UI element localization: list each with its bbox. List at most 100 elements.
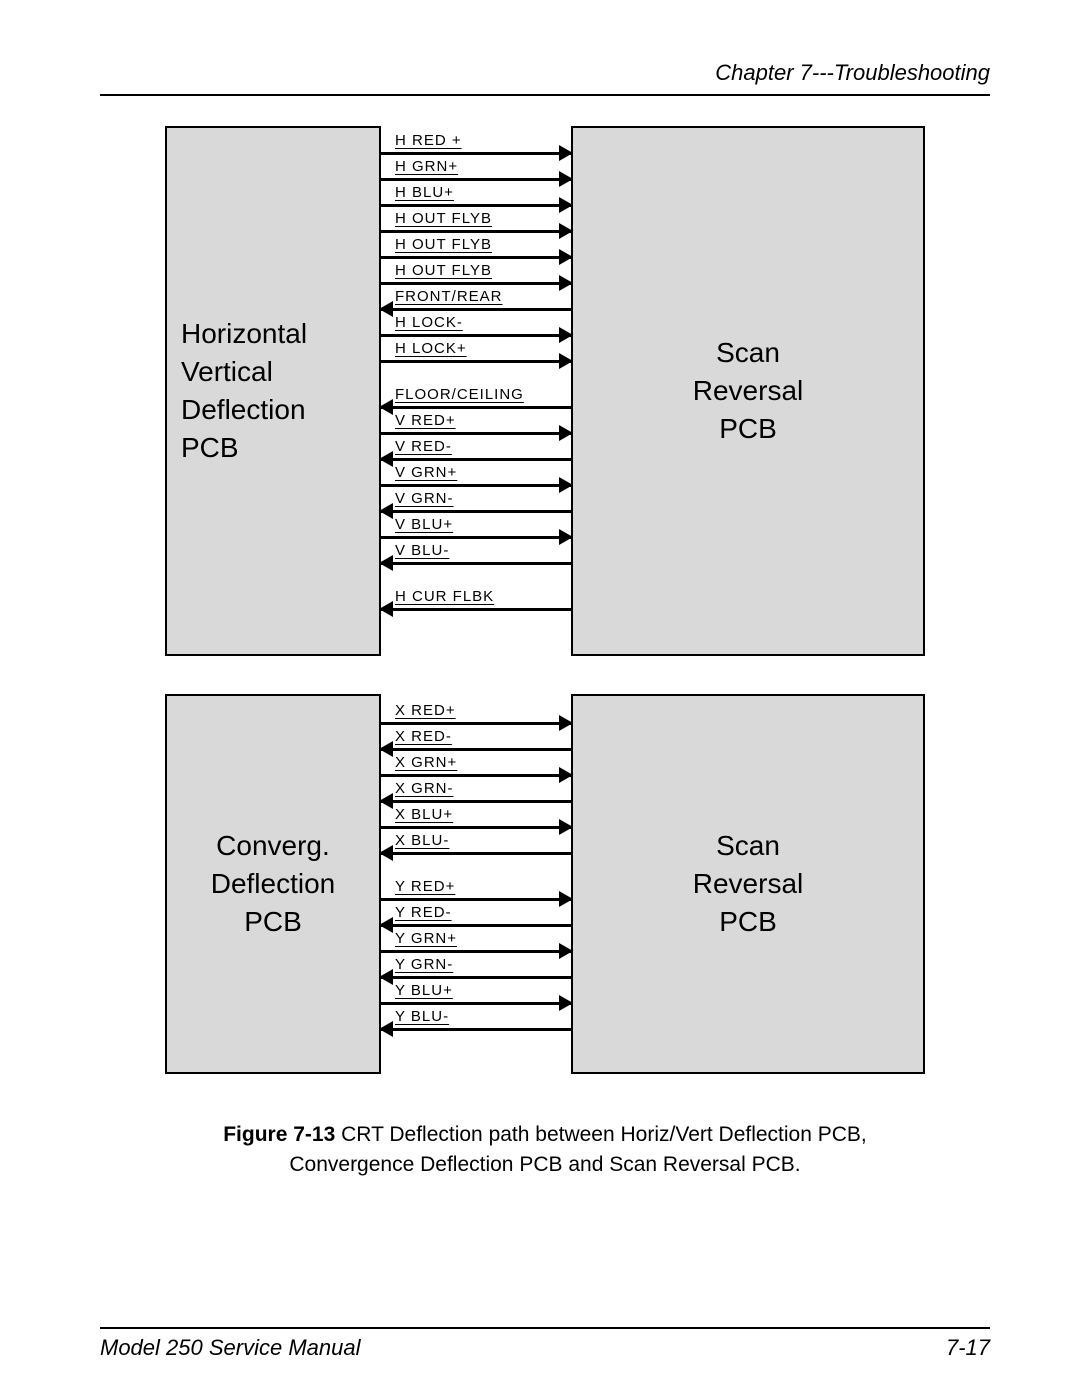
signal-label: V RED+ <box>395 412 456 429</box>
signal-label: H OUT FLYB <box>395 236 492 253</box>
signal-label: V RED- <box>395 438 452 455</box>
footer-manual-name: Model 250 Service Manual <box>100 1335 360 1361</box>
signal-label: Y BLU- <box>395 1008 449 1025</box>
signal-line <box>381 924 571 927</box>
signal-line <box>381 458 571 461</box>
figure-caption-line2: Convergence Deflection PCB and Scan Reve… <box>289 1153 800 1176</box>
arrow-right-icon <box>559 327 573 343</box>
signal-label: Y GRN- <box>395 956 453 973</box>
signal-label: X BLU+ <box>395 806 453 823</box>
hv-deflection-pcb: HorizontalVerticalDeflectionPCB <box>165 126 381 656</box>
signal-line <box>381 800 571 803</box>
signal-label: V BLU+ <box>395 516 453 533</box>
footer-page-number: 7-17 <box>946 1335 990 1361</box>
signal-label: H OUT FLYB <box>395 262 492 279</box>
signal-label: Y RED- <box>395 904 452 921</box>
arrow-right-icon <box>559 529 573 545</box>
arrow-left-icon <box>379 555 393 571</box>
arrow-left-icon <box>379 451 393 467</box>
footer-rule <box>100 1327 990 1329</box>
arrow-left-icon <box>379 601 393 617</box>
signal-line <box>381 406 571 409</box>
document-page: Chapter 7---Troubleshooting HorizontalVe… <box>0 0 1080 1397</box>
signal-line <box>381 950 571 953</box>
figure-caption-line1: CRT Deflection path between Horiz/Vert D… <box>335 1123 866 1146</box>
signal-line <box>381 562 571 565</box>
signal-line <box>381 976 571 979</box>
signal-label: FRONT/REAR <box>395 288 503 305</box>
arrow-right-icon <box>559 891 573 907</box>
signal-line <box>381 484 571 487</box>
signal-label: X RED- <box>395 728 452 745</box>
signal-label: X GRN- <box>395 780 454 797</box>
arrow-left-icon <box>379 917 393 933</box>
arrow-right-icon <box>559 145 573 161</box>
scan-reversal-pcb-bottom: ScanReversalPCB <box>571 694 925 1074</box>
converg-deflection-pcb: Converg.DeflectionPCB <box>165 694 381 1074</box>
arrow-left-icon <box>379 969 393 985</box>
signal-line <box>381 282 571 285</box>
arrow-right-icon <box>559 715 573 731</box>
arrow-left-icon <box>379 793 393 809</box>
signal-line <box>381 178 571 181</box>
figure-number: Figure 7-13 <box>223 1123 335 1146</box>
arrow-left-icon <box>379 845 393 861</box>
signal-label: FLOOR/CEILING <box>395 386 524 403</box>
arrow-right-icon <box>559 819 573 835</box>
arrow-right-icon <box>559 223 573 239</box>
arrow-right-icon <box>559 171 573 187</box>
signal-line <box>381 360 571 363</box>
signal-diagram: HorizontalVerticalDeflectionPCB ScanRever… <box>165 126 925 1106</box>
signal-line <box>381 852 571 855</box>
arrow-left-icon <box>379 741 393 757</box>
signal-label: H LOCK- <box>395 314 463 331</box>
spacer <box>100 1181 990 1321</box>
signal-line <box>381 432 571 435</box>
chapter-header: Chapter 7---Troubleshooting <box>100 60 990 86</box>
signal-line <box>381 308 571 311</box>
signal-line <box>381 774 571 777</box>
scan-reversal-pcb-top: ScanReversalPCB <box>571 126 925 656</box>
signal-line <box>381 230 571 233</box>
arrow-left-icon <box>379 1021 393 1037</box>
signal-label: X GRN+ <box>395 754 457 771</box>
signal-line <box>381 826 571 829</box>
arrow-left-icon <box>379 503 393 519</box>
signal-line <box>381 748 571 751</box>
signal-label: H RED + <box>395 132 462 149</box>
figure-caption: Figure 7-13 CRT Deflection path between … <box>140 1120 950 1181</box>
converg-deflection-pcb-label: Converg.DeflectionPCB <box>211 827 336 940</box>
signal-label: H OUT FLYB <box>395 210 492 227</box>
arrow-right-icon <box>559 477 573 493</box>
arrow-left-icon <box>379 301 393 317</box>
signal-line <box>381 898 571 901</box>
signal-label: H GRN+ <box>395 158 458 175</box>
arrow-right-icon <box>559 249 573 265</box>
signal-line <box>381 1028 571 1031</box>
signal-line <box>381 1002 571 1005</box>
scan-reversal-pcb-bottom-label: ScanReversalPCB <box>693 827 803 940</box>
signal-line <box>381 510 571 513</box>
arrow-right-icon <box>559 943 573 959</box>
arrow-right-icon <box>559 275 573 291</box>
signal-label: Y BLU+ <box>395 982 453 999</box>
signal-label: H BLU+ <box>395 184 454 201</box>
signal-label: V GRN+ <box>395 464 457 481</box>
signal-label: V BLU- <box>395 542 449 559</box>
arrow-right-icon <box>559 995 573 1011</box>
arrow-left-icon <box>379 399 393 415</box>
signal-label: X BLU- <box>395 832 449 849</box>
signal-line <box>381 204 571 207</box>
signal-label: Y GRN+ <box>395 930 457 947</box>
signal-line <box>381 334 571 337</box>
scan-reversal-pcb-top-label: ScanReversalPCB <box>693 334 803 447</box>
signal-label: V GRN- <box>395 490 454 507</box>
page-footer: Model 250 Service Manual 7-17 <box>100 1335 990 1361</box>
arrow-right-icon <box>559 425 573 441</box>
signal-label: H LOCK+ <box>395 340 467 357</box>
arrow-right-icon <box>559 197 573 213</box>
signal-label: H CUR FLBK <box>395 588 494 605</box>
signal-label: Y RED+ <box>395 878 455 895</box>
arrow-right-icon <box>559 353 573 369</box>
signal-line <box>381 722 571 725</box>
